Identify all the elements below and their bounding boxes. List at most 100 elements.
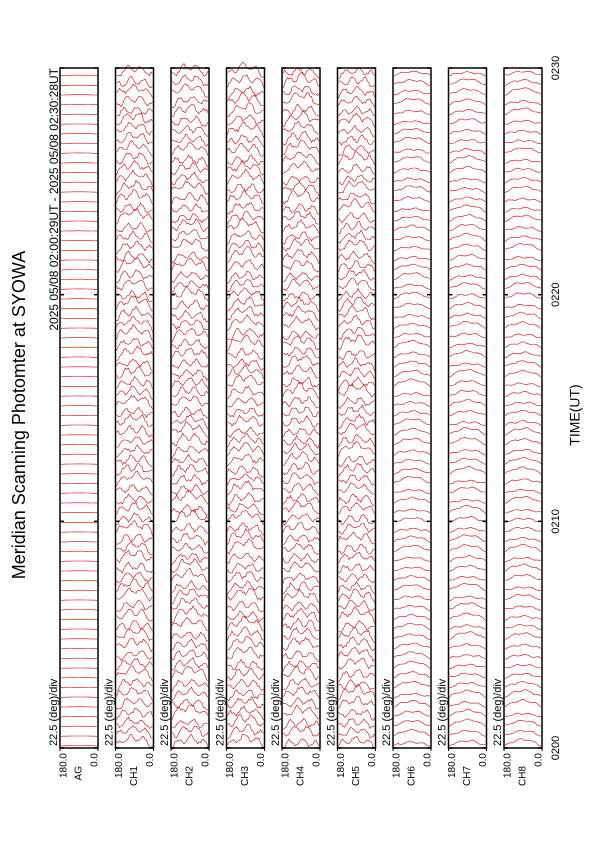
scan-trace [116,279,153,291]
channel-label: CH1 [129,766,140,786]
scan-trace [338,367,375,379]
scale-label: 22.5 (deg)/div [214,678,226,746]
scan-trace [393,322,431,329]
scan-trace [116,587,153,602]
scan-trace [282,627,320,640]
scan-trace [116,561,153,574]
scan-trace [227,154,264,166]
x-tick-label: 0230 [550,56,562,80]
scan-trace [227,503,264,515]
scan-trace [282,534,320,546]
scan-trace [449,689,486,699]
y-tick-label: 0.0 [145,753,156,767]
scan-trace [338,296,375,312]
scan-trace [227,61,264,78]
scan-trace [282,726,320,737]
scan-trace [171,386,209,398]
scan-trace [116,687,153,701]
scan-trace [449,369,486,378]
scan-trace [282,382,320,400]
scale-label: 22.5 (deg)/div [159,678,171,746]
x-tick-label: 0210 [550,509,562,533]
scan-trace [504,242,542,251]
scan-trace [227,580,264,595]
scan-trace [393,110,431,116]
scan-trace [449,526,486,533]
scan-trace [171,213,209,224]
scan-trace [227,552,264,564]
scan-trace [393,120,431,125]
scan-trace [338,106,375,117]
scan-trace [227,397,264,408]
scan-trace [282,92,320,106]
scan-trace [227,442,264,456]
scan-trace [338,67,375,79]
scan-trace [393,623,431,630]
scan-trace [116,628,153,641]
scan-trace [393,437,431,445]
scan-trace [504,437,542,446]
scan-trace [116,139,153,157]
scan-trace [282,188,320,205]
scan-trace [504,129,542,135]
scan-trace [504,615,542,621]
scan-trace [60,269,98,271]
scan-trace [449,437,486,445]
scan-trace [449,332,486,339]
scan-trace [504,698,542,708]
scan-trace [282,696,320,710]
scan-trace [393,167,431,174]
scan-trace [338,326,375,340]
scan-trace [338,620,375,633]
scan-trace [172,133,209,147]
scan-trace [338,314,375,330]
scan-trace [504,273,542,281]
scan-trace [116,519,153,536]
scan-trace [282,581,320,595]
scan-trace [393,584,430,591]
scan-trace [227,636,264,651]
scan-trace [504,720,542,727]
scan-trace [227,114,264,126]
scan-trace [227,667,264,681]
scan-trace [338,95,375,108]
scan-trace [393,741,430,747]
scan-trace [338,144,375,156]
scan-trace [338,695,375,709]
scan-trace [227,168,264,185]
scan-trace [449,534,486,542]
scan-trace [227,658,264,671]
scan-trace [338,502,375,515]
scan-trace [449,282,486,290]
scan-trace [282,291,320,302]
scan-trace [282,315,320,331]
scan-trace [393,303,431,309]
panel-frame [503,67,543,749]
scan-trace [393,360,431,368]
scan-trace [172,657,209,671]
scan-trace [171,649,209,661]
scan-trace [393,660,431,669]
scan-trace [116,725,153,739]
scan-trace [504,574,542,581]
scan-trace [504,321,542,329]
scan-trace [449,595,486,602]
scan-trace [116,269,153,284]
scan-trace [504,654,542,660]
scan-trace [449,253,486,261]
scan-trace [282,71,320,89]
scan-trace [393,476,431,484]
scan-trace [393,392,431,397]
scan-trace [171,218,209,233]
scan-trace [171,406,209,419]
scan-trace [393,207,431,213]
scan-trace [338,151,375,166]
scan-trace [171,523,209,535]
scan-trace [171,605,209,623]
scan-trace [338,350,375,361]
scan-trace [449,729,486,737]
scan-trace [449,602,486,610]
scan-trace [282,175,320,186]
channel-label: CH2 [185,766,196,786]
scan-trace [338,708,375,721]
